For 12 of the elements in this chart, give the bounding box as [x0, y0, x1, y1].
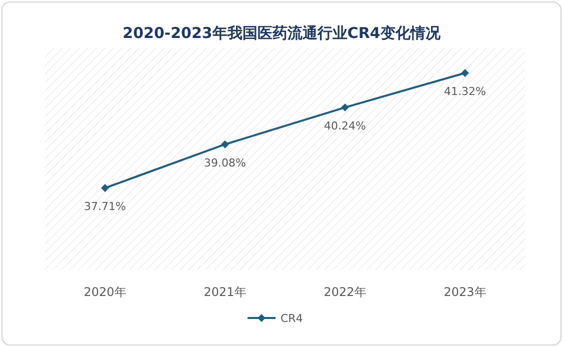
chart-title: 2020-2023年我国医药流通行业CR4变化情况	[122, 24, 442, 42]
x-tick-label: 2023年	[444, 285, 486, 299]
data-label: 40.24%	[324, 119, 366, 132]
x-tick-label: 2020年	[84, 285, 126, 299]
x-tick-label: 2021年	[204, 285, 246, 299]
x-tick-label: 2022年	[324, 285, 366, 299]
point	[341, 103, 349, 112]
data-label: 41.32%	[444, 85, 486, 98]
data-label: 39.08%	[204, 156, 246, 170]
legend-label: CR4	[280, 312, 303, 325]
data-label: 37.71%	[84, 200, 126, 213]
point	[221, 140, 229, 148]
